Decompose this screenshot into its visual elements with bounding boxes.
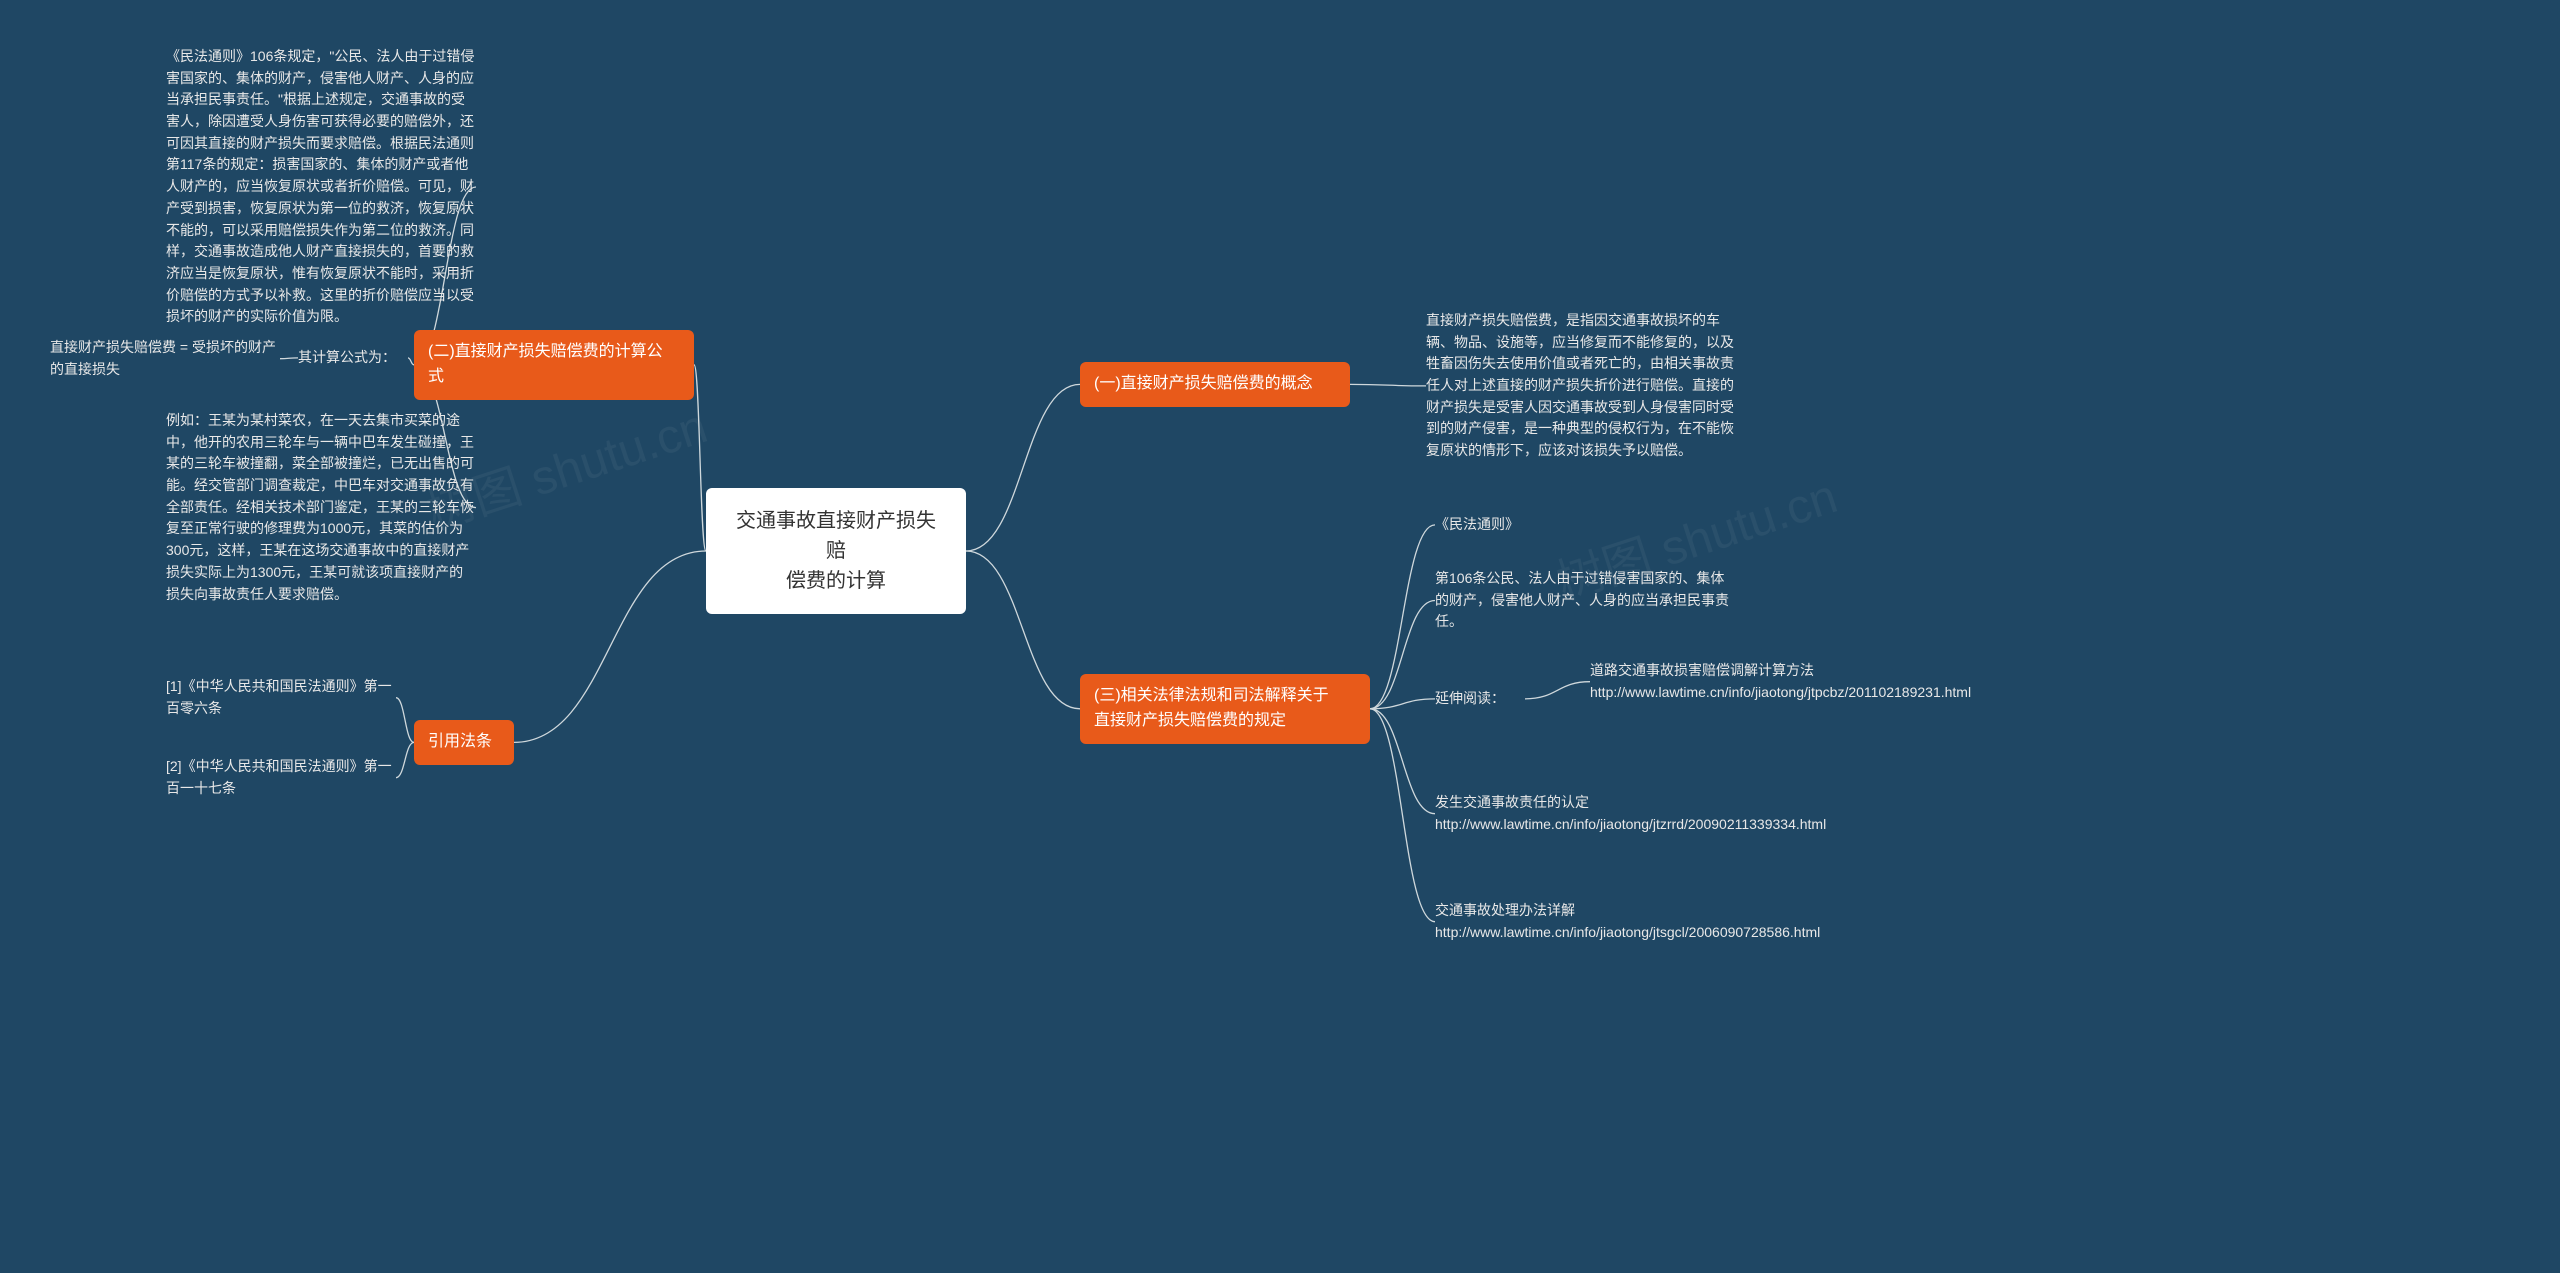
leaf-formula-label: 其计算公式为： — [298, 347, 408, 369]
branch-citations[interactable]: 引用法条 — [414, 720, 514, 765]
leaf-cite-1: [1]《中华人民共和国民法通则》第一百零六条 — [166, 676, 396, 719]
leaf-cite-2: [2]《中华人民共和国民法通则》第一百一十七条 — [166, 756, 396, 799]
leaf-link-1: 道路交通事故损害赔偿调解计算方法http://www.lawtime.cn/in… — [1590, 660, 1900, 703]
leaf-formula-example: 例如：王某为某村菜农，在一天去集市买菜的途中，他开的农用三轮车与一辆中巴车发生碰… — [166, 410, 476, 605]
root-node[interactable]: 交通事故直接财产损失赔偿费的计算 — [706, 488, 966, 614]
branch-concept[interactable]: (一)直接财产损失赔偿费的概念 — [1080, 362, 1350, 407]
leaf-law-title: 《民法通则》 — [1435, 514, 1735, 536]
leaf-law-106: 第106条公民、法人由于过错侵害国家的、集体的财产，侵害他人财产、人身的应当承担… — [1435, 568, 1735, 633]
branch-regulations[interactable]: (三)相关法律法规和司法解释关于直接财产损失赔偿费的规定 — [1080, 674, 1370, 744]
leaf-link-2: 发生交通事故责任的认定 http://www.lawtime.cn/info/j… — [1435, 792, 1745, 835]
leaf-concept-desc: 直接财产损失赔偿费，是指因交通事故损坏的车辆、物品、设施等，应当修复而不能修复的… — [1426, 310, 1736, 462]
leaf-further-reading: 延伸阅读： — [1435, 688, 1525, 710]
leaf-formula-basis: 《民法通则》106条规定，"公民、法人由于过错侵害国家的、集体的财产，侵害他人财… — [166, 46, 476, 328]
branch-formula[interactable]: (二)直接财产损失赔偿费的计算公式 — [414, 330, 694, 400]
leaf-link-3: 交通事故处理办法详解http://www.lawtime.cn/info/jia… — [1435, 900, 1745, 943]
leaf-formula-expr: 直接财产损失赔偿费 = 受损坏的财产的直接损失 — [50, 337, 280, 380]
